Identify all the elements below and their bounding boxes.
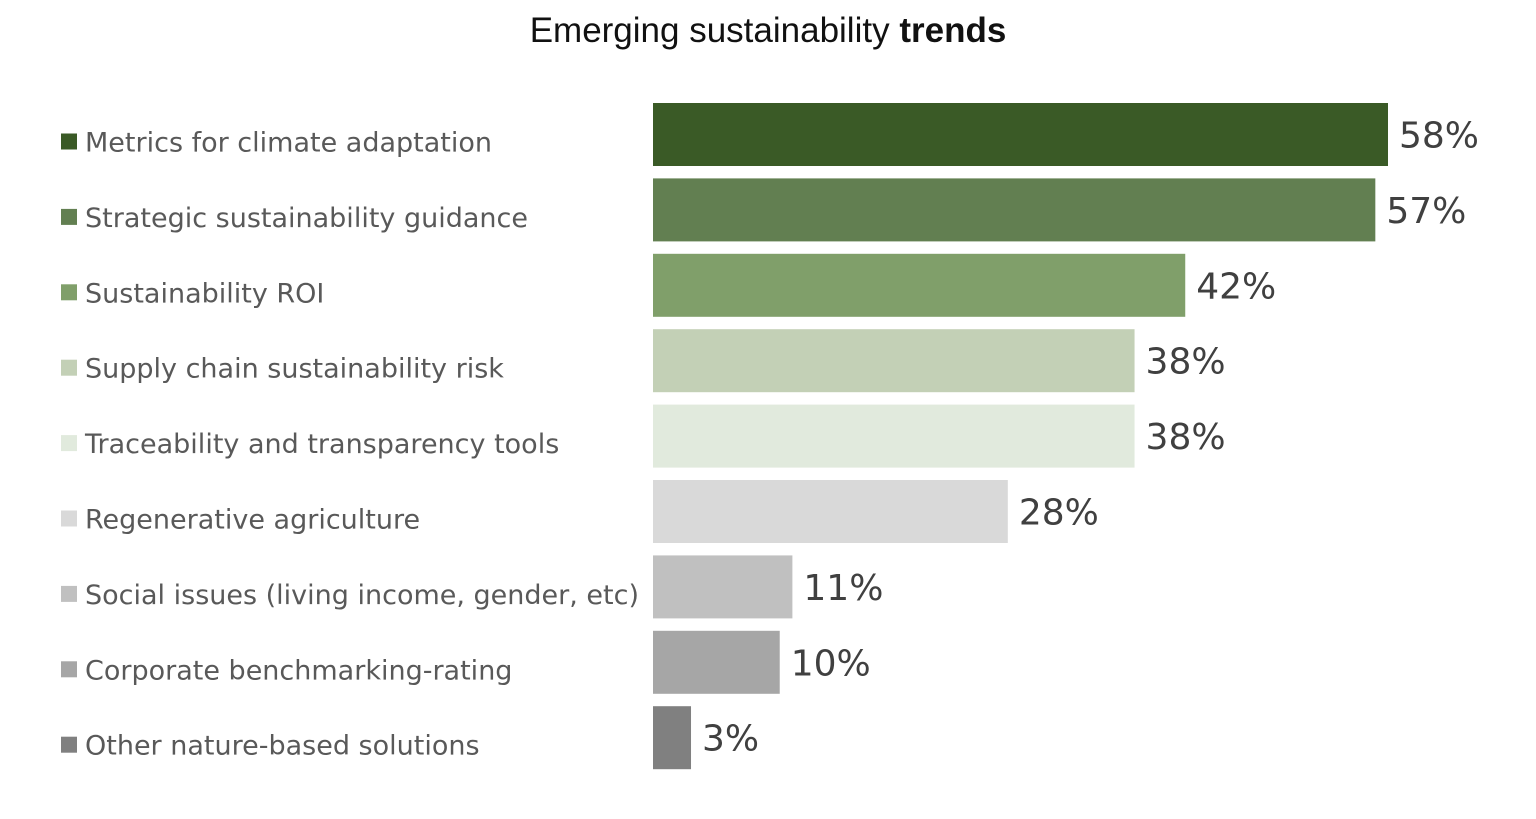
legend-marker-1 — [61, 133, 77, 150]
bar-7 — [653, 555, 793, 619]
legend-marker-5 — [61, 435, 77, 452]
legend-marker-3 — [61, 284, 77, 301]
bar-6 — [653, 480, 1008, 543]
legend-label-6: Regenerative agriculture — [85, 505, 420, 536]
legend-marker-9 — [61, 736, 77, 753]
legend-label-4: Supply chain sustainability risk — [85, 354, 504, 385]
legend-label-2: Strategic sustainability guidance — [85, 203, 528, 234]
bar-value-label-3: 42% — [1196, 266, 1276, 307]
bar-3 — [653, 253, 1186, 317]
bar-value-label-6: 28% — [1019, 493, 1099, 534]
legend-label-9: Other nature-based solutions — [85, 731, 480, 762]
legend-marker-7 — [61, 585, 77, 602]
legend-marker-8 — [61, 661, 77, 678]
chart-title: Emerging sustainability trends — [0, 8, 1536, 54]
bar-9 — [653, 706, 692, 770]
bar-value-label-4: 38% — [1146, 342, 1226, 383]
bar-1 — [653, 103, 1388, 166]
bar-4 — [653, 329, 1135, 393]
bar-value-label-1: 58% — [1399, 116, 1479, 157]
legend-label-1: Metrics for climate adaptation — [85, 128, 492, 159]
legend-marker-4 — [61, 359, 77, 376]
legend-label-3: Sustainability ROI — [85, 278, 324, 309]
bar-value-label-9: 3% — [702, 719, 759, 760]
legend-marker-2 — [61, 208, 77, 225]
bar-value-label-2: 57% — [1386, 191, 1466, 232]
bar-8 — [653, 630, 780, 694]
bar-value-label-8: 10% — [791, 643, 871, 684]
legend-label-8: Corporate benchmarking-rating — [85, 655, 512, 686]
legend-label-7: Social issues (living income, gender, et… — [85, 580, 639, 611]
bar-value-label-7: 11% — [803, 568, 883, 609]
chart-title-main: Emerging sustainability — [529, 11, 890, 50]
legend-label-5: Traceability and transparency tools — [84, 429, 559, 460]
legend-marker-6 — [61, 510, 77, 527]
chart-title-emphasis: trends — [899, 11, 1007, 50]
bar-value-label-5: 38% — [1146, 417, 1226, 458]
bar-2 — [653, 178, 1376, 242]
bar-5 — [653, 404, 1135, 468]
